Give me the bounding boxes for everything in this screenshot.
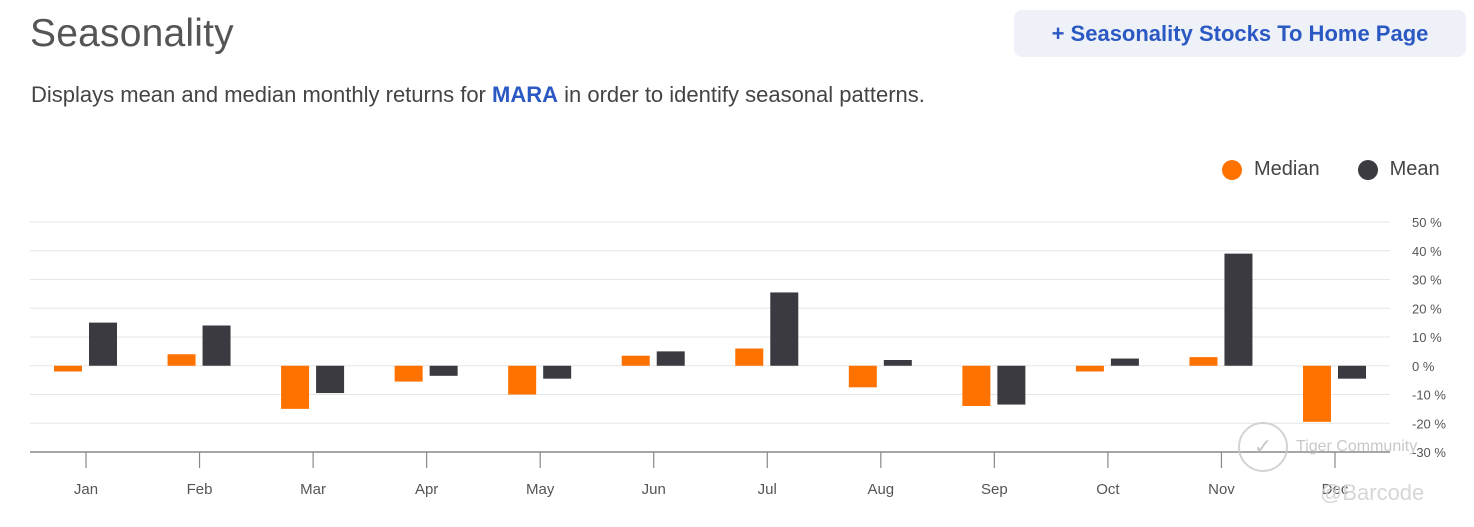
bar-median-feb xyxy=(167,354,196,366)
description-after: in order to identify seasonal patterns. xyxy=(558,82,925,107)
x-tick-label: Feb xyxy=(187,481,213,498)
y-tick-label: 30 % xyxy=(1412,273,1442,288)
x-tick-label: Apr xyxy=(415,481,438,498)
bar-median-jul xyxy=(735,348,764,366)
x-tick-label: Oct xyxy=(1096,481,1120,498)
x-tick-label: Sep xyxy=(981,481,1008,498)
add-to-home-page-button[interactable]: + Seasonality Stocks To Home Page xyxy=(1014,10,1466,57)
x-tick-label: Jun xyxy=(642,481,666,498)
x-tick-label: Jan xyxy=(74,481,98,498)
y-tick-label: 40 % xyxy=(1412,244,1442,259)
bar-mean-nov xyxy=(1224,253,1253,366)
bar-mean-dec xyxy=(1338,365,1366,379)
bar-mean-jun xyxy=(656,351,685,366)
y-tick-label: -10 % xyxy=(1412,388,1446,403)
y-tick-label: 20 % xyxy=(1412,301,1442,316)
bar-median-nov xyxy=(1189,357,1218,366)
bar-median-aug xyxy=(848,365,877,388)
y-tick-label: 50 % xyxy=(1412,215,1442,230)
x-tick-label: Nov xyxy=(1208,481,1235,498)
y-tick-label: 0 % xyxy=(1412,359,1435,374)
x-tick-label: Mar xyxy=(300,481,326,498)
bar-median-dec xyxy=(1303,365,1331,422)
bar-median-jun xyxy=(621,355,650,366)
x-tick-label: Aug xyxy=(867,481,894,498)
bar-median-jan xyxy=(54,365,82,372)
bar-mean-jan xyxy=(89,322,117,366)
bar-mean-jul xyxy=(770,292,799,366)
chart-legend: Median Mean xyxy=(1222,158,1440,181)
page-title: Seasonality xyxy=(30,12,234,55)
watermark-handle: @Barcode xyxy=(1320,480,1425,505)
y-tick-label: -20 % xyxy=(1412,416,1446,431)
mean-dot-icon xyxy=(1357,159,1378,180)
description: Displays mean and median monthly returns… xyxy=(31,82,925,108)
bar-median-apr xyxy=(394,365,423,382)
x-tick-label: Jul xyxy=(758,481,777,498)
ticker-link[interactable]: MARA xyxy=(492,82,558,107)
legend-label-mean: Mean xyxy=(1389,158,1440,180)
legend-item-mean[interactable]: Mean xyxy=(1357,158,1440,181)
watermark-brand: Tiger Community xyxy=(1296,438,1418,455)
x-tick-label: May xyxy=(526,481,555,498)
bar-mean-apr xyxy=(429,365,458,376)
bar-median-may xyxy=(508,365,537,395)
bar-mean-sep xyxy=(997,365,1026,405)
y-tick-label: 10 % xyxy=(1412,330,1442,345)
x-tick-label: Dec xyxy=(1322,481,1349,498)
bar-mean-may xyxy=(543,365,572,379)
bar-median-sep xyxy=(962,365,991,406)
tiger-logo-icon: ✓ xyxy=(1238,422,1288,472)
median-dot-icon xyxy=(1222,159,1242,180)
bar-mean-feb xyxy=(202,325,231,366)
watermark: ✓ Tiger Community xyxy=(1238,422,1417,472)
bar-mean-aug xyxy=(883,360,912,366)
bar-median-mar xyxy=(281,365,310,409)
bar-median-oct xyxy=(1075,365,1104,372)
bar-mean-mar xyxy=(316,365,345,394)
bar-mean-oct xyxy=(1110,358,1139,366)
legend-label-median: Median xyxy=(1254,158,1320,180)
description-before: Displays mean and median monthly returns… xyxy=(31,82,492,107)
y-tick-label: -30 % xyxy=(1412,445,1446,460)
legend-item-median[interactable]: Median xyxy=(1222,158,1320,181)
